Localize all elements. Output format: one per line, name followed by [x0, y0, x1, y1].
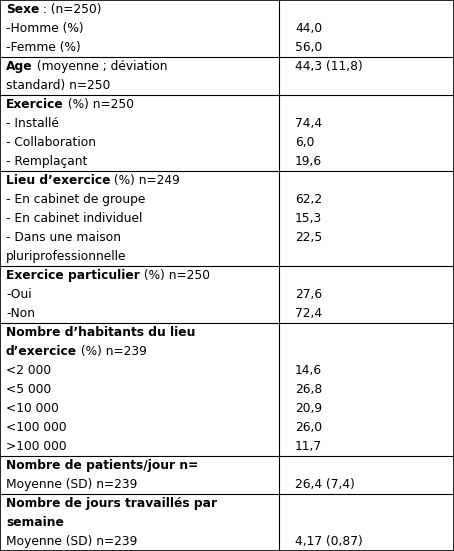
- Text: -Homme (%): -Homme (%): [6, 22, 84, 35]
- Text: 56,0: 56,0: [295, 41, 322, 54]
- Text: 6,0: 6,0: [295, 136, 315, 149]
- Text: d’exercice: d’exercice: [6, 345, 77, 358]
- Text: <2 000: <2 000: [6, 364, 51, 377]
- Text: (moyenne ; déviation: (moyenne ; déviation: [33, 60, 167, 73]
- Text: Exercice: Exercice: [6, 98, 64, 111]
- Text: 22,5: 22,5: [295, 231, 322, 244]
- Text: -Femme (%): -Femme (%): [6, 41, 81, 54]
- Text: 74,4: 74,4: [295, 117, 322, 130]
- Text: Lieu d’exercice: Lieu d’exercice: [6, 174, 110, 187]
- Text: Exercice particulier: Exercice particulier: [6, 269, 140, 282]
- Text: <5 000: <5 000: [6, 383, 51, 396]
- Text: Moyenne (SD) n=239: Moyenne (SD) n=239: [6, 478, 137, 491]
- Text: 4,17 (0,87): 4,17 (0,87): [295, 535, 363, 548]
- Text: 27,6: 27,6: [295, 288, 322, 301]
- Text: 19,6: 19,6: [295, 155, 322, 168]
- Text: Nombre de patients/jour n=: Nombre de patients/jour n=: [6, 459, 198, 472]
- Text: Nombre de jours travaillés par: Nombre de jours travaillés par: [6, 497, 217, 510]
- Text: - En cabinet individuel: - En cabinet individuel: [6, 212, 142, 225]
- Text: 26,8: 26,8: [295, 383, 322, 396]
- Text: 44,0: 44,0: [295, 22, 322, 35]
- Text: - Installé: - Installé: [6, 117, 59, 130]
- Text: (%) n=249: (%) n=249: [110, 174, 180, 187]
- Text: Age: Age: [6, 60, 33, 73]
- Text: (%) n=250: (%) n=250: [140, 269, 210, 282]
- Text: standard) n=250: standard) n=250: [6, 79, 110, 92]
- Text: <100 000: <100 000: [6, 421, 67, 434]
- Text: 62,2: 62,2: [295, 193, 322, 206]
- Text: 15,3: 15,3: [295, 212, 322, 225]
- Text: 11,7: 11,7: [295, 440, 322, 453]
- Text: pluriprofessionnelle: pluriprofessionnelle: [6, 250, 126, 263]
- Text: - Remplaçant: - Remplaçant: [6, 155, 87, 168]
- Text: - Collaboration: - Collaboration: [6, 136, 96, 149]
- Text: Nombre d’habitants du lieu: Nombre d’habitants du lieu: [6, 326, 195, 339]
- Text: 26,0: 26,0: [295, 421, 322, 434]
- Text: - Dans une maison: - Dans une maison: [6, 231, 121, 244]
- Text: 26,4 (7,4): 26,4 (7,4): [295, 478, 355, 491]
- Text: Sexe: Sexe: [6, 3, 39, 16]
- Text: (%) n=250: (%) n=250: [64, 98, 133, 111]
- Text: 20,9: 20,9: [295, 402, 322, 415]
- Text: (%) n=239: (%) n=239: [77, 345, 147, 358]
- Text: 14,6: 14,6: [295, 364, 322, 377]
- Text: : (n=250): : (n=250): [39, 3, 102, 16]
- Text: 44,3 (11,8): 44,3 (11,8): [295, 60, 363, 73]
- Text: - En cabinet de groupe: - En cabinet de groupe: [6, 193, 145, 206]
- Text: 72,4: 72,4: [295, 307, 322, 320]
- Text: semaine: semaine: [6, 516, 64, 529]
- Text: Moyenne (SD) n=239: Moyenne (SD) n=239: [6, 535, 137, 548]
- Text: <10 000: <10 000: [6, 402, 59, 415]
- Text: >100 000: >100 000: [6, 440, 67, 453]
- Text: -Non: -Non: [6, 307, 35, 320]
- Text: -Oui: -Oui: [6, 288, 31, 301]
